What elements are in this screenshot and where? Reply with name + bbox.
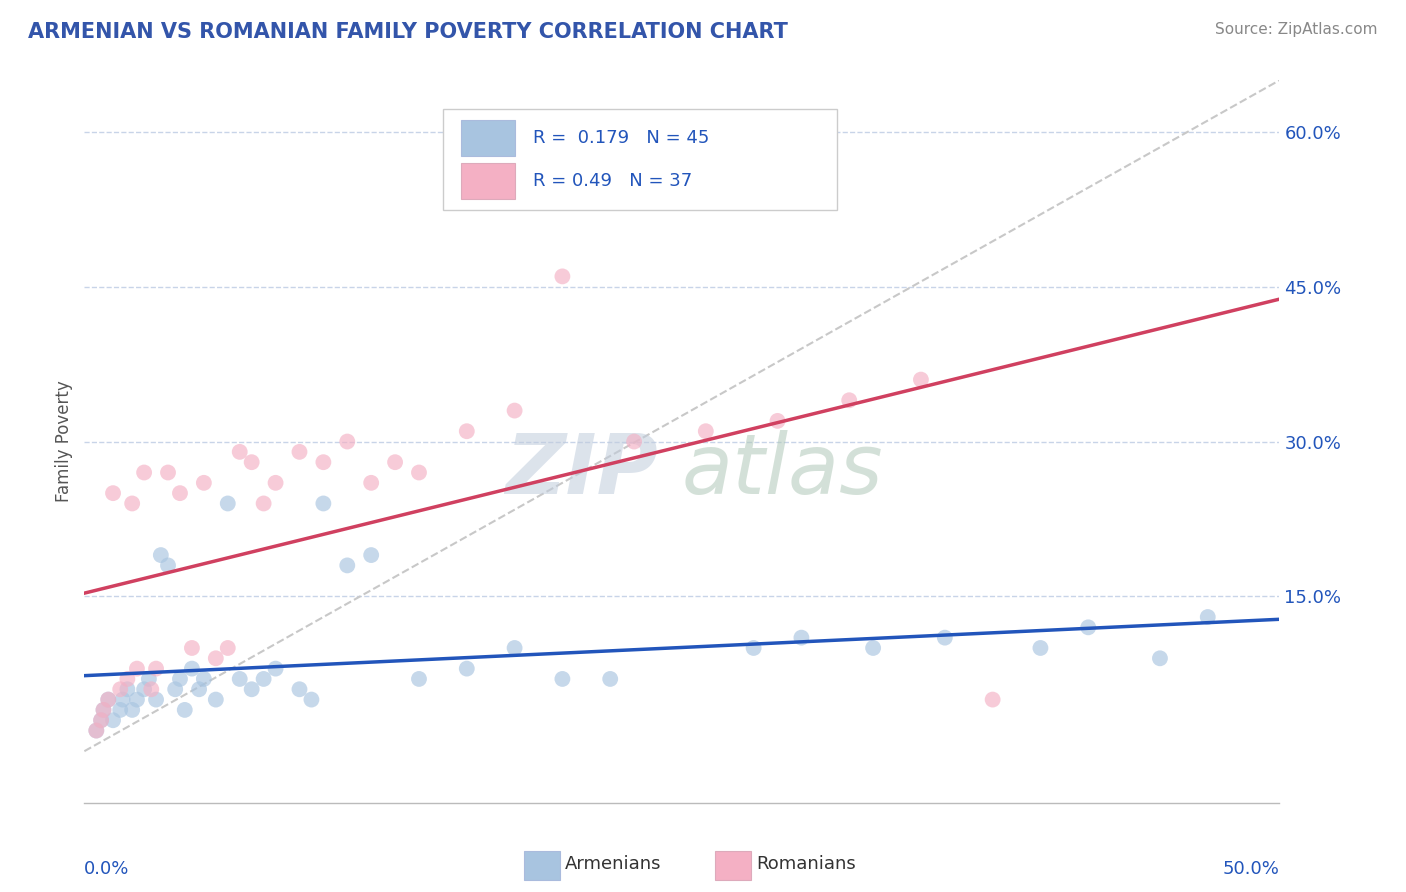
- Point: [742, 640, 765, 655]
- Point: [336, 434, 359, 449]
- Point: [125, 662, 148, 676]
- Point: [360, 548, 382, 562]
- Point: [301, 692, 323, 706]
- Point: [264, 475, 287, 490]
- Text: 50.0%: 50.0%: [1223, 860, 1279, 878]
- Point: [110, 703, 132, 717]
- Text: Armenians: Armenians: [565, 855, 661, 873]
- Point: [623, 434, 645, 449]
- Text: Source: ZipAtlas.com: Source: ZipAtlas.com: [1215, 22, 1378, 37]
- Point: [217, 640, 239, 655]
- Point: [97, 692, 120, 706]
- Point: [264, 662, 287, 676]
- Point: [253, 672, 276, 686]
- Text: R = 0.49   N = 37: R = 0.49 N = 37: [533, 172, 692, 190]
- Point: [132, 466, 156, 480]
- Point: [456, 424, 478, 438]
- Bar: [716, 851, 751, 880]
- Point: [188, 682, 211, 697]
- Point: [111, 692, 134, 706]
- Point: [240, 455, 263, 469]
- Point: [138, 672, 160, 686]
- Point: [1197, 610, 1219, 624]
- Point: [551, 672, 574, 686]
- Bar: [461, 120, 515, 156]
- Text: 0.0%: 0.0%: [84, 860, 129, 878]
- Point: [181, 662, 204, 676]
- Point: [981, 692, 1004, 706]
- Point: [165, 682, 187, 697]
- Point: [862, 640, 884, 655]
- Point: [766, 414, 789, 428]
- Text: R =  0.179   N = 45: R = 0.179 N = 45: [533, 129, 709, 147]
- Point: [503, 640, 526, 655]
- Point: [97, 692, 120, 706]
- Point: [229, 445, 252, 459]
- Point: [169, 486, 191, 500]
- Point: [384, 455, 406, 469]
- Point: [149, 548, 172, 562]
- Point: [360, 475, 382, 490]
- Point: [101, 713, 124, 727]
- Point: [117, 672, 139, 686]
- Point: [790, 631, 813, 645]
- Point: [336, 558, 359, 573]
- Point: [695, 424, 717, 438]
- Text: ARMENIAN VS ROMANIAN FAMILY POVERTY CORRELATION CHART: ARMENIAN VS ROMANIAN FAMILY POVERTY CORR…: [28, 22, 787, 42]
- Point: [599, 672, 621, 686]
- Point: [169, 672, 191, 686]
- Point: [205, 651, 228, 665]
- Point: [312, 496, 335, 510]
- Point: [910, 373, 932, 387]
- Text: Romanians: Romanians: [756, 855, 856, 873]
- Point: [312, 455, 335, 469]
- Bar: [461, 163, 515, 200]
- Point: [838, 393, 860, 408]
- Point: [157, 466, 180, 480]
- Point: [86, 723, 108, 738]
- Point: [141, 682, 163, 697]
- Point: [408, 466, 430, 480]
- Point: [125, 692, 148, 706]
- Point: [288, 682, 311, 697]
- Point: [117, 682, 139, 697]
- FancyBboxPatch shape: [443, 109, 838, 211]
- Point: [551, 269, 574, 284]
- Point: [1149, 651, 1171, 665]
- Point: [93, 703, 115, 717]
- Point: [229, 672, 252, 686]
- Point: [934, 631, 956, 645]
- Text: ZIP: ZIP: [505, 430, 658, 511]
- Point: [503, 403, 526, 417]
- Point: [193, 475, 215, 490]
- Point: [1029, 640, 1052, 655]
- Y-axis label: Family Poverty: Family Poverty: [55, 381, 73, 502]
- Point: [181, 640, 204, 655]
- Point: [121, 703, 143, 717]
- Point: [145, 692, 167, 706]
- Point: [193, 672, 215, 686]
- Point: [253, 496, 276, 510]
- Point: [132, 682, 156, 697]
- Point: [217, 496, 239, 510]
- Point: [408, 672, 430, 686]
- Point: [90, 713, 112, 727]
- Point: [157, 558, 180, 573]
- Point: [93, 703, 115, 717]
- Point: [173, 703, 195, 717]
- Text: atlas: atlas: [682, 430, 883, 511]
- Point: [101, 486, 124, 500]
- Point: [1077, 620, 1099, 634]
- Point: [86, 723, 108, 738]
- Bar: [524, 851, 560, 880]
- Point: [121, 496, 143, 510]
- Point: [288, 445, 311, 459]
- Point: [110, 682, 132, 697]
- Point: [145, 662, 167, 676]
- Point: [90, 713, 112, 727]
- Point: [240, 682, 263, 697]
- Point: [456, 662, 478, 676]
- Point: [205, 692, 228, 706]
